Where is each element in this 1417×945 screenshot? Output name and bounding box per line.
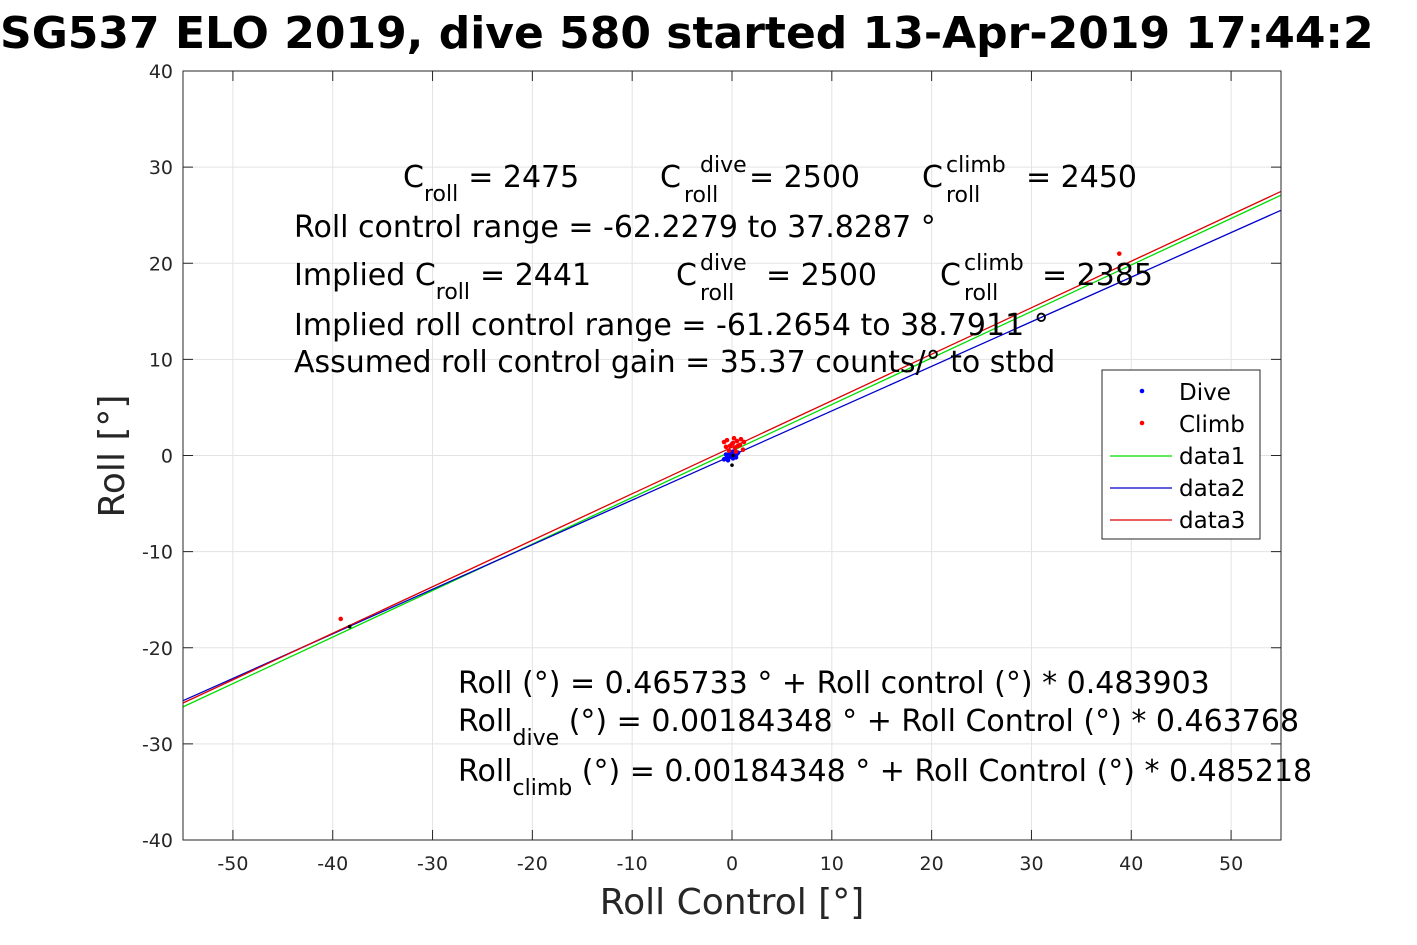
y-tick-labels: -40 -30 -20 -10 0 10 20 30 40 xyxy=(142,61,173,852)
data-points xyxy=(338,251,1122,629)
point-climb xyxy=(733,449,739,454)
fit-all-text: Roll (°) = 0.465733 ° + Roll control (°)… xyxy=(458,666,1210,701)
point-dive xyxy=(725,458,731,463)
implied-climb-sub: roll xyxy=(964,281,998,306)
range-text: Roll control range = -62.2279 to 37.8287… xyxy=(294,210,936,245)
point-climb xyxy=(726,448,732,453)
implied-c-roll-text: Implied Croll = 2441 xyxy=(294,258,591,305)
point-climb xyxy=(740,447,746,453)
c-roll-text: Croll = 2475 xyxy=(403,160,579,207)
implied-range-text: Implied roll control range = -61.2654 to… xyxy=(294,308,1049,343)
c-dive-letter: C xyxy=(660,160,681,195)
c-dive-value: = 2500 xyxy=(749,160,860,195)
legend-item-data1: data1 xyxy=(1110,444,1245,470)
point-climb xyxy=(741,439,747,445)
legend-label: Dive xyxy=(1179,380,1231,406)
point-climb xyxy=(338,616,344,622)
x-tick-label: -40 xyxy=(317,853,348,875)
point-climb xyxy=(723,444,729,450)
gain-text: Assumed roll control gain = 35.37 counts… xyxy=(294,345,1055,380)
x-tick-label: 50 xyxy=(1219,853,1243,875)
implied-dive-sub: roll xyxy=(700,281,734,306)
annotation-constants: Croll = 2475 C dive roll = 2500 C climb r… xyxy=(294,153,1153,380)
y-tick-label: -10 xyxy=(142,542,173,564)
legend-item-dive: Dive xyxy=(1139,380,1231,406)
legend-marker xyxy=(1139,420,1145,426)
implied-dive-letter: C xyxy=(676,258,697,293)
y-tick-label: -30 xyxy=(142,734,173,756)
implied-dive-sup: dive xyxy=(700,251,747,276)
fit-dive-text: Rolldive (°) = 0.00184348 ° + Roll Contr… xyxy=(458,704,1299,751)
point-dive xyxy=(723,452,729,457)
y-tick-label: -40 xyxy=(142,830,173,852)
x-axis-label: Roll Control [°] xyxy=(600,882,865,923)
point-dive xyxy=(733,455,739,460)
point-climb xyxy=(734,438,740,444)
point-climb xyxy=(731,435,737,441)
x-tick-label: 30 xyxy=(1019,853,1043,875)
legend-item-climb: Climb xyxy=(1139,412,1245,438)
point-unlabeled xyxy=(347,624,352,629)
point-dive xyxy=(721,457,727,462)
legend-marker xyxy=(1139,388,1145,394)
c-dive-sup: dive xyxy=(700,153,747,178)
c-climb-sup: climb xyxy=(946,153,1006,178)
x-tick-label: -10 xyxy=(617,853,648,875)
legend-label: data2 xyxy=(1179,476,1245,502)
c-climb-value: = 2450 xyxy=(1026,160,1137,195)
implied-dive-value: = 2500 xyxy=(766,258,877,293)
legend-item-data3: data3 xyxy=(1110,508,1245,534)
y-tick-label: 40 xyxy=(149,61,173,83)
y-tick-label: 0 xyxy=(161,446,173,468)
fit-climb-text: Rollclimb (°) = 0.00184348 ° + Roll Cont… xyxy=(458,754,1312,801)
x-tick-label: -30 xyxy=(417,853,448,875)
legend-label: data3 xyxy=(1179,508,1245,534)
point-climb xyxy=(1116,251,1122,256)
y-tick-label: 10 xyxy=(149,349,173,371)
y-tick-label: -20 xyxy=(142,638,173,660)
legend-label: data1 xyxy=(1179,444,1245,470)
implied-climb-sup: climb xyxy=(964,251,1024,276)
point-climb xyxy=(735,443,741,449)
x-tick-label: 0 xyxy=(726,853,738,875)
point-unlabeled xyxy=(731,453,735,458)
plot-frame xyxy=(182,70,1282,841)
point-climb xyxy=(724,437,730,443)
legend-item-data2: data2 xyxy=(1110,476,1245,502)
x-tick-label: 20 xyxy=(920,853,944,875)
c-climb-sub: roll xyxy=(946,183,980,208)
legend: Dive Climb data1 data2 data3 xyxy=(1101,369,1261,540)
y-tick-label: 20 xyxy=(149,253,173,275)
x-tick-label: -20 xyxy=(517,853,548,875)
y-tick-label: 30 xyxy=(149,157,173,179)
implied-climb-value: = 2385 xyxy=(1042,258,1153,293)
x-tick-labels: -50 -40 -30 -20 -10 0 10 20 30 40 50 xyxy=(217,853,1243,875)
point-climb xyxy=(729,441,735,447)
c-climb-letter: C xyxy=(922,160,943,195)
y-axis-label: Roll [°] xyxy=(92,395,133,518)
x-tick-label: 10 xyxy=(820,853,844,875)
annotation-fits: Roll (°) = 0.465733 ° + Roll control (°)… xyxy=(458,666,1312,801)
chart-title: SG537 ELO 2019, dive 580 started 13-Apr-… xyxy=(0,8,1374,59)
series-line-data3 xyxy=(182,190,1282,704)
grid-lines xyxy=(183,70,1281,841)
point-unlabeled xyxy=(730,463,734,467)
x-tick-label: 40 xyxy=(1119,853,1143,875)
c-dive-sub: roll xyxy=(684,183,718,208)
legend-box xyxy=(1101,369,1261,540)
implied-climb-letter: C xyxy=(940,258,961,293)
x-tick-label: -50 xyxy=(217,853,248,875)
point-climb xyxy=(738,436,744,442)
legend-label: Climb xyxy=(1179,412,1245,438)
